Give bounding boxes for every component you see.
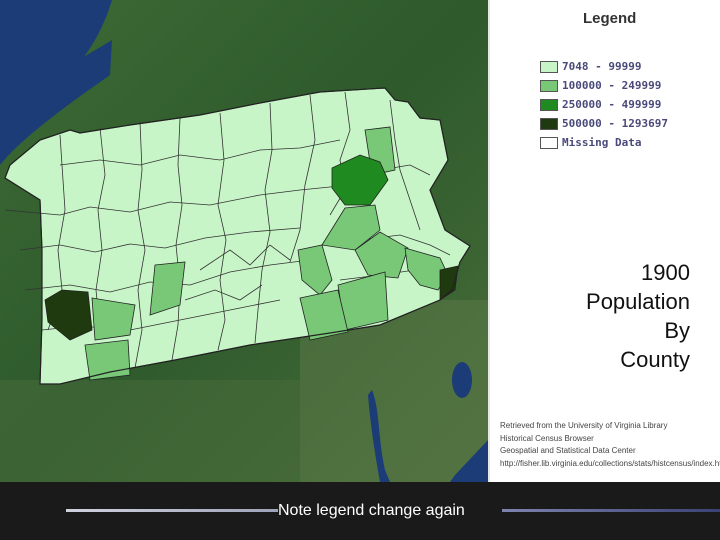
title-line: Population	[586, 289, 690, 314]
legend-swatch	[540, 61, 558, 73]
panel-divider	[488, 0, 490, 482]
decorative-rule-left	[66, 509, 278, 512]
map-panel	[0, 0, 488, 482]
bay	[452, 362, 472, 398]
slide-caption: Note legend change again	[278, 502, 465, 519]
county-lines	[4, 91, 451, 369]
credit-line: Geospatial and Statistical Data Center	[500, 446, 636, 455]
credit-url: http://fisher.lib.virginia.edu/collectio…	[500, 458, 720, 468]
county-medium	[91, 297, 136, 341]
county-medium	[299, 289, 349, 341]
county-medium	[321, 204, 381, 251]
title-line: County	[620, 347, 690, 372]
legend-label: 500000 - 1293697	[562, 117, 668, 130]
river	[368, 390, 390, 482]
legend-swatch	[540, 80, 558, 92]
legend-swatch	[540, 137, 558, 149]
legend-title: Legend	[583, 10, 637, 27]
bay	[450, 440, 488, 482]
county-medium	[354, 231, 409, 279]
terrain-patch	[0, 380, 300, 482]
state-border	[4, 87, 471, 385]
title-line: By	[664, 318, 690, 343]
legend-label: 100000 - 249999	[562, 79, 662, 92]
county-medium	[84, 339, 131, 381]
county-medium	[404, 247, 449, 291]
legend-label: 7048 - 99999	[562, 60, 642, 73]
credit-line: Historical Census Browser	[500, 433, 594, 443]
legend-swatch	[540, 118, 558, 130]
lake-erie-water	[0, 0, 112, 160]
map-title: 1900 Population By County	[510, 258, 690, 374]
source-credits: Retrieved from the University of Virgini…	[500, 420, 720, 470]
decorative-rule-right	[502, 509, 720, 512]
title-line: 1900	[641, 260, 690, 285]
legend-swatch	[540, 99, 558, 111]
county-darkest	[44, 289, 93, 341]
legend-label: Missing Data	[562, 136, 642, 149]
legend-label: 250000 - 499999	[562, 98, 662, 111]
pennsylvania-county-map	[0, 0, 488, 482]
county-dark	[331, 154, 389, 206]
credit-line: Retrieved from the University of Virgini…	[500, 421, 668, 430]
county-medium	[149, 261, 186, 316]
county-medium	[297, 244, 333, 296]
county-darkest	[439, 265, 459, 301]
